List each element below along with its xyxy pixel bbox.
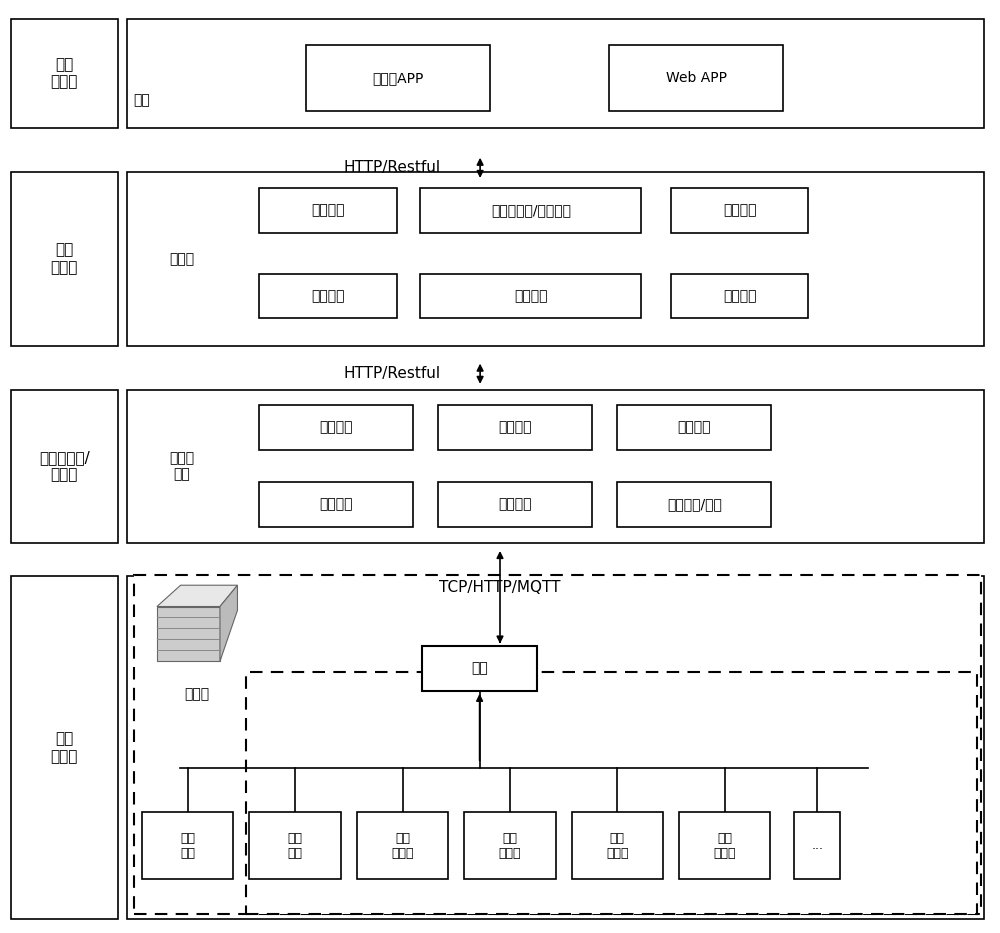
Text: 设备管理: 设备管理 [320, 421, 353, 435]
Text: 数据存储/转发: 数据存储/转发 [667, 497, 722, 511]
Text: Web APP: Web APP [666, 71, 727, 85]
Bar [609, 45, 783, 111]
Bar [11, 576, 118, 919]
Text: 终端: 终端 [134, 93, 150, 107]
Text: 安全管理: 安全管理 [723, 203, 756, 217]
Bar [127, 576, 984, 919]
Bar [420, 273, 641, 318]
Text: 租户管理: 租户管理 [311, 289, 345, 303]
Bar [794, 813, 840, 879]
Text: 综保
设备: 综保 设备 [288, 832, 303, 860]
Text: 接入管理: 接入管理 [499, 421, 532, 435]
Bar [249, 813, 341, 879]
Bar [127, 172, 984, 346]
Bar [134, 575, 981, 913]
Text: 湿度
传感器: 湿度 传感器 [499, 832, 521, 860]
Bar [464, 813, 556, 879]
Text: 业务
处理层: 业务 处理层 [51, 243, 78, 275]
Text: 物联网
平台: 物联网 平台 [169, 451, 194, 481]
Text: 烟感
报警器: 烟感 报警器 [713, 832, 736, 860]
Bar [259, 482, 413, 527]
Bar [11, 389, 118, 543]
Text: 云平台: 云平台 [169, 252, 194, 266]
Bar [157, 606, 220, 661]
Text: 安全管理: 安全管理 [678, 421, 711, 435]
Text: HTTP/Restful: HTTP/Restful [343, 160, 440, 175]
Text: TCP/HTTP/MQTT: TCP/HTTP/MQTT [439, 579, 561, 594]
Polygon shape [157, 585, 237, 606]
Text: 消息管理: 消息管理 [723, 289, 756, 303]
Bar [11, 172, 118, 346]
Bar [259, 273, 397, 318]
Text: 温度
传感器: 温度 传感器 [391, 832, 414, 860]
Bar [142, 813, 233, 879]
Text: 变电站: 变电站 [184, 687, 209, 701]
Text: 规则制定: 规则制定 [499, 497, 532, 511]
Bar [671, 273, 808, 318]
Bar [127, 19, 984, 128]
Bar [306, 45, 490, 111]
Text: 应用
展示层: 应用 展示层 [51, 57, 78, 90]
Bar [438, 482, 592, 527]
Text: 数据采集层/
平台层: 数据采集层/ 平台层 [39, 450, 90, 482]
Bar [11, 19, 118, 128]
Bar [617, 482, 771, 527]
Text: 数据采集: 数据采集 [320, 497, 353, 511]
Bar [438, 405, 592, 450]
Bar [259, 405, 413, 450]
Bar [422, 647, 537, 691]
Text: 移动端APP: 移动端APP [372, 71, 424, 85]
Text: 电力
设备层: 电力 设备层 [51, 731, 78, 764]
Bar [259, 188, 397, 233]
Text: 数据序列化/反序列化: 数据序列化/反序列化 [491, 203, 571, 217]
Bar [420, 188, 641, 233]
Text: 接口管理: 接口管理 [311, 203, 345, 217]
Polygon shape [220, 585, 237, 661]
Bar [617, 405, 771, 450]
Bar [572, 813, 663, 879]
Bar [357, 813, 448, 879]
Text: 网关: 网关 [471, 661, 488, 675]
Text: 用户管理: 用户管理 [514, 289, 548, 303]
Bar [246, 673, 977, 913]
Text: ...: ... [811, 840, 823, 853]
Bar [679, 813, 770, 879]
Text: 门磁
传感器: 门磁 传感器 [606, 832, 629, 860]
Bar [127, 389, 984, 543]
Bar [671, 188, 808, 233]
Text: 智能
电表: 智能 电表 [180, 832, 195, 860]
Text: HTTP/Restful: HTTP/Restful [343, 367, 440, 382]
